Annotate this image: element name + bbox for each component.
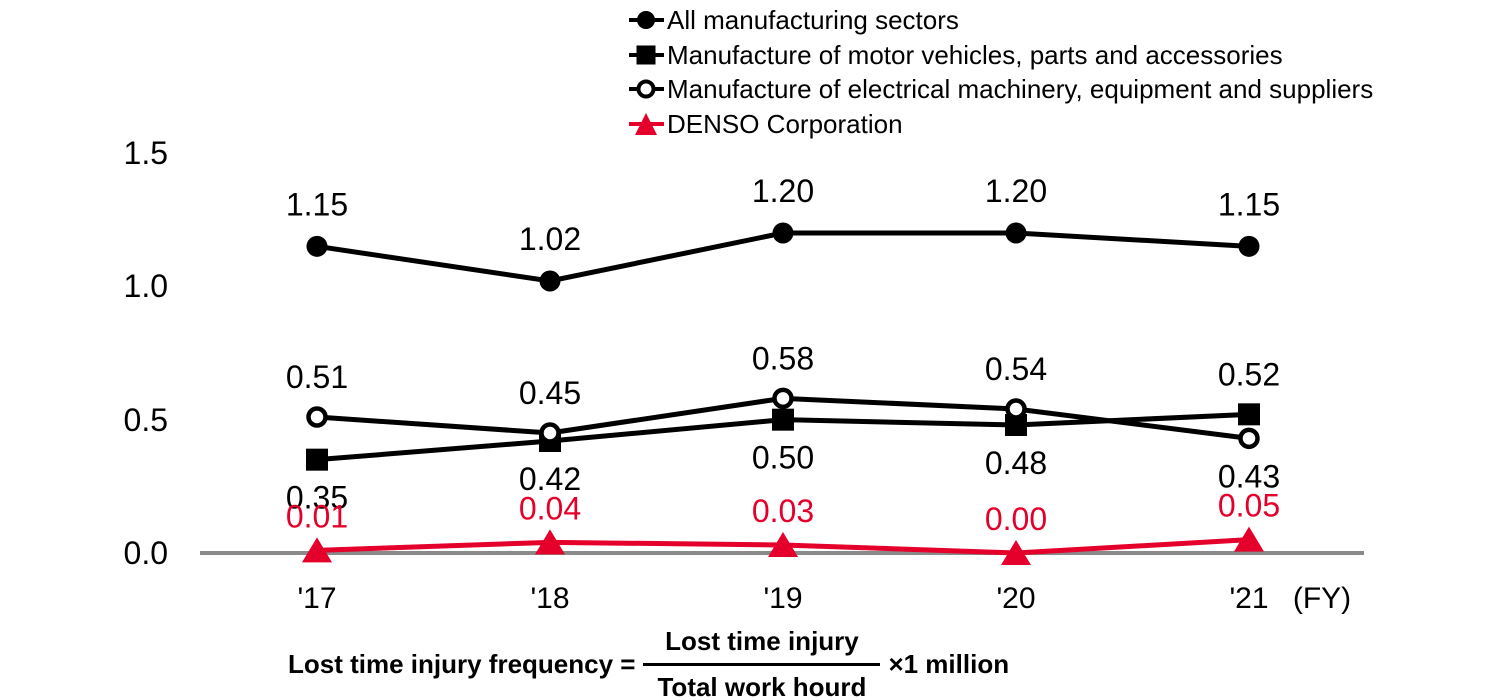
data-point-marker-open-circle	[1005, 398, 1027, 420]
y-tick-label: 1.5	[123, 134, 168, 171]
data-point-marker-triangle	[768, 532, 798, 557]
data-point-marker-circle	[1005, 222, 1027, 244]
data-label: 0.50	[752, 440, 814, 476]
data-point-marker-square	[772, 408, 794, 431]
legend-circle-filled-icon	[629, 11, 664, 30]
data-point-marker-triangle	[1234, 526, 1264, 552]
data-point-marker-open-circle	[1238, 427, 1260, 450]
data-label: 1.20	[985, 173, 1047, 209]
data-point-marker-circle	[306, 235, 328, 257]
data-label: 0.58	[752, 340, 814, 376]
data-point-marker-triangle	[302, 537, 332, 563]
x-tick-label: '19	[763, 582, 803, 615]
data-label: 0.51	[286, 359, 348, 395]
data-label: 1.15	[1218, 186, 1280, 222]
data-label: 0.04	[519, 490, 581, 526]
data-point-marker-circle	[772, 222, 794, 244]
x-tick-label: '17	[297, 582, 337, 615]
data-label: 0.45	[519, 375, 581, 411]
data-point-marker-square	[306, 448, 328, 471]
legend: All manufacturing sectors Manufacture of …	[628, 3, 1373, 141]
y-tick-label: 1.0	[123, 268, 168, 305]
data-point-marker-open-circle	[772, 387, 794, 410]
data-label: 0.35	[286, 480, 348, 516]
legend-triangle-filled-icon	[629, 113, 664, 136]
data-label: 0.48	[985, 445, 1047, 481]
data-point-marker-triangle	[535, 529, 565, 555]
y-tick-label: 0.5	[123, 401, 168, 438]
legend-item: Manufacture of motor vehicles, parts and…	[628, 38, 1373, 73]
formula-rhs: ×1 million	[888, 649, 1010, 679]
lost-time-injury-formula: Lost time injury frequency = Lost time i…	[288, 626, 1009, 700]
data-point-marker-circle	[539, 270, 561, 292]
data-label: 1.02	[519, 221, 581, 257]
legend-circle-open-icon	[629, 79, 664, 99]
data-point-marker-open-circle	[306, 406, 328, 428]
data-point-marker-open-circle	[539, 422, 561, 444]
formula-denominator: Total work hourd	[643, 663, 881, 700]
data-label: 0.01	[286, 498, 348, 534]
legend-square-filled-icon	[629, 45, 664, 65]
data-point-marker-square	[1238, 403, 1260, 426]
x-axis-unit-label: (FY)	[1292, 582, 1352, 615]
data-label: 0.54	[985, 351, 1047, 387]
data-label: 0.43	[1218, 458, 1280, 494]
data-label: 0.52	[1218, 356, 1280, 392]
data-label: 0.05	[1218, 488, 1280, 524]
legend-item: All manufacturing sectors	[628, 3, 1373, 38]
legend-item: DENSO Corporation	[628, 107, 1373, 142]
data-point-marker-circle	[1238, 235, 1260, 257]
legend-item: Manufacture of electrical machinery, equ…	[628, 72, 1373, 107]
x-tick-label: '18	[530, 582, 570, 615]
data-label: 0.42	[519, 461, 581, 497]
x-tick-label: '20	[996, 582, 1036, 615]
y-tick-label: 0.0	[123, 535, 168, 571]
legend-label: DENSO Corporation	[667, 109, 903, 140]
data-label: 0.03	[752, 493, 814, 529]
data-point-marker-triangle	[1001, 540, 1031, 565]
legend-label: All manufacturing sectors	[667, 5, 959, 36]
legend-label: Manufacture of motor vehicles, parts and…	[667, 39, 1283, 70]
data-label: 1.20	[752, 173, 814, 209]
formula-lhs: Lost time injury frequency =	[288, 649, 636, 679]
data-label: 1.15	[286, 186, 348, 222]
x-tick-label: '21	[1229, 582, 1269, 615]
formula-fraction: Lost time injury Total work hourd	[643, 626, 881, 700]
data-label: 0.00	[985, 501, 1047, 537]
legend-label: Manufacture of electrical machinery, equ…	[667, 74, 1374, 105]
formula-numerator: Lost time injury	[665, 626, 859, 656]
data-point-marker-square	[1005, 413, 1027, 436]
